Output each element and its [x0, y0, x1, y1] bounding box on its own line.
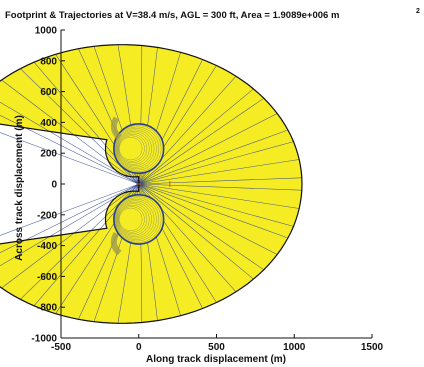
lobe-trajectory	[117, 204, 148, 234]
y-tick-label: 0	[51, 180, 57, 191]
lobe-trajectory	[115, 199, 157, 240]
trajectory-line	[138, 76, 237, 185]
trajectory-line	[138, 183, 264, 271]
trajectory-line	[0, 183, 139, 236]
y-tick-label: -600	[37, 272, 57, 283]
footprint-outline	[0, 44, 303, 324]
x-tick-label: 500	[208, 342, 225, 353]
trajectory-line	[138, 183, 294, 227]
trajectory-line	[138, 183, 288, 239]
y-tick-label: 600	[40, 87, 57, 98]
lower-lobe	[113, 193, 165, 245]
lobe-trajectory	[115, 128, 157, 169]
trajectory-line	[138, 177, 302, 185]
lobe-trajectory	[117, 132, 150, 165]
footprint-fill	[0, 44, 302, 324]
lobe-trajectory	[116, 201, 152, 237]
lobe-trajectory	[114, 125, 162, 172]
upper-notch-shade	[110, 116, 122, 140]
trajectory-line	[138, 113, 278, 185]
trajectory-line	[0, 114, 139, 185]
y-tick-label: -200	[37, 210, 57, 221]
trajectory-line	[1, 79, 139, 185]
plot-area	[0, 44, 303, 324]
x-axis-label: Along track displacement (m)	[146, 354, 286, 365]
y-tick-label: -800	[37, 303, 57, 314]
chart-title: Footprint & Trajectories at V=38.4 m/s, …	[5, 10, 339, 21]
lower-notch-shade	[110, 232, 122, 256]
lobe-trajectory	[113, 194, 164, 245]
trajectory-line	[0, 183, 139, 254]
chart-title-superscript: 2	[416, 8, 420, 15]
lobe-trajectory	[116, 131, 152, 167]
lobe-trajectory	[114, 126, 160, 171]
trajectory-line	[1, 183, 139, 289]
trajectory-line	[138, 183, 237, 292]
lobe-trajectory	[116, 129, 155, 168]
trajectory-line	[138, 129, 288, 185]
trajectory-line	[138, 183, 300, 209]
y-tick-label: 1000	[35, 26, 58, 37]
trajectory-line	[20, 183, 139, 300]
lobe-trajectory	[116, 200, 155, 239]
lobe-trajectory	[114, 196, 162, 243]
trajectory-line	[138, 141, 294, 185]
axes: -500 0 500 1000 1500 -1000 -800 -600 -400 -200 0 20…	[31, 26, 383, 354]
x-tick-label: 1000	[283, 342, 306, 353]
trajectory-line	[138, 183, 254, 280]
y-tick-label: -1000	[31, 334, 57, 345]
lobe-trajectory	[117, 134, 148, 164]
x-tick-label: 0	[136, 342, 142, 353]
upper-lobe	[113, 123, 165, 175]
inner-lobe-trajectories	[113, 123, 165, 245]
lobe-trajectory	[113, 123, 164, 174]
trajectory-line	[20, 68, 139, 185]
lobe-trajectory	[118, 135, 145, 162]
trajectory-line	[138, 159, 300, 185]
trajectory-line	[138, 88, 254, 185]
y-axis-label: Across track displacement (m)	[14, 115, 25, 261]
y-tick-label: 200	[40, 149, 57, 160]
lobe-trajectory	[118, 206, 145, 233]
trajectory-line	[138, 183, 278, 255]
x-tick-label: 1500	[361, 342, 384, 353]
lobe-trajectory	[119, 137, 143, 161]
y-tick-label: -400	[37, 241, 57, 252]
x-tick-label: -500	[51, 342, 71, 353]
trajectory-line	[0, 132, 139, 185]
lobe-trajectory	[119, 207, 143, 231]
y-tick-label: 800	[40, 56, 57, 67]
trajectory-line	[138, 183, 302, 191]
lobe-trajectory	[117, 203, 150, 236]
trajectory-line	[138, 97, 264, 185]
y-tick-label: 400	[40, 118, 57, 129]
lobe-trajectory	[114, 197, 160, 242]
